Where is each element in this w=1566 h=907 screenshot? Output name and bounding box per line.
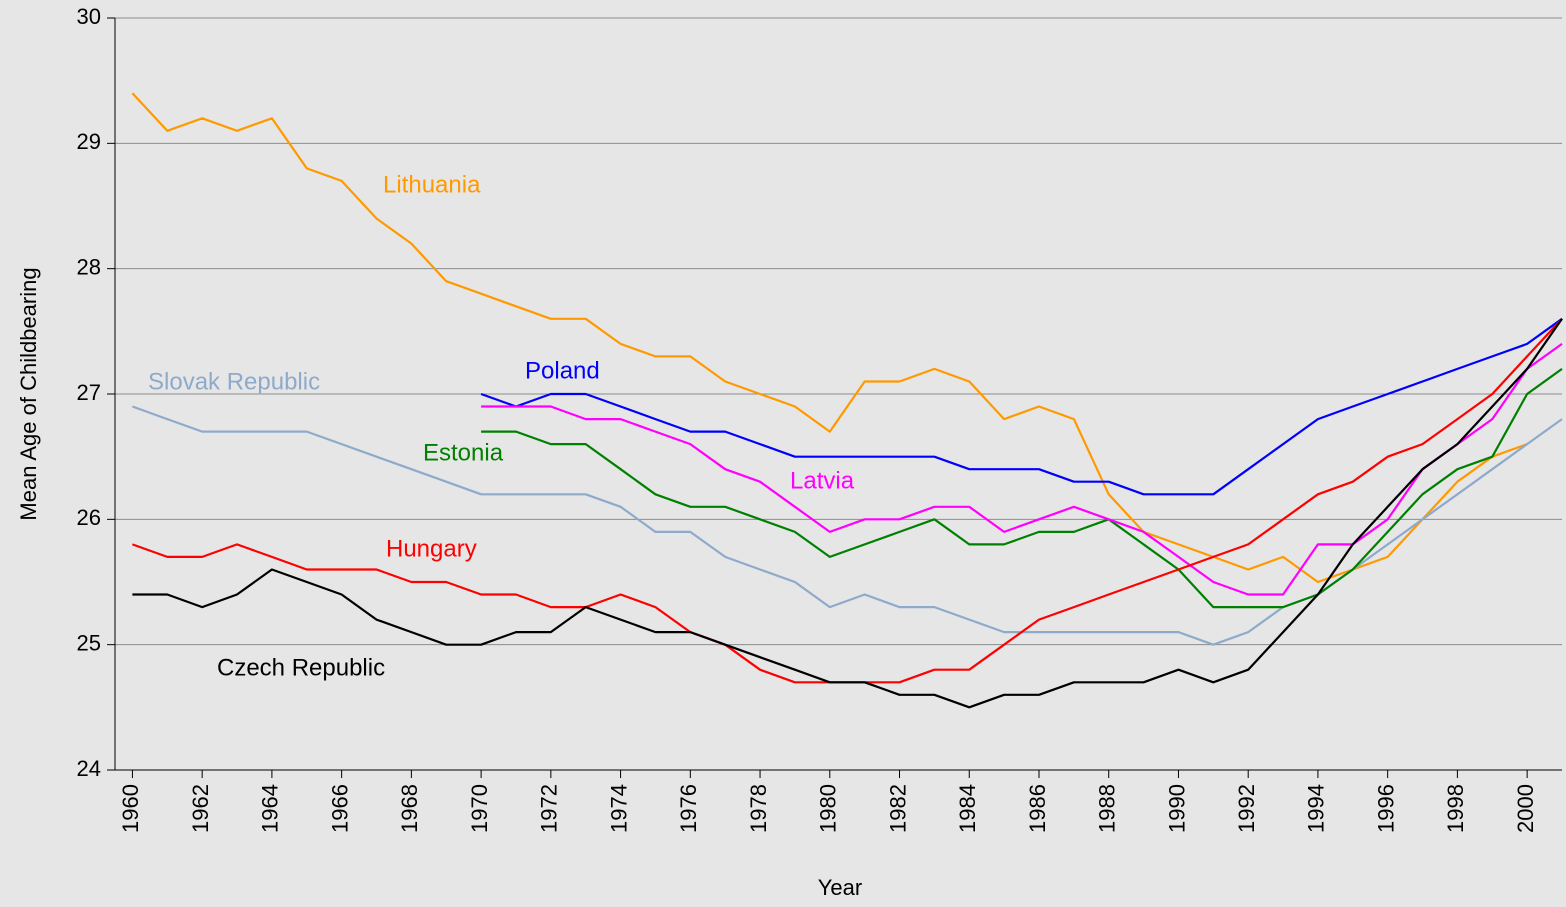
- x-tick-label: 1992: [1234, 784, 1259, 833]
- series-label: Lithuania: [383, 171, 481, 198]
- series-label: Poland: [525, 357, 600, 384]
- y-tick-label: 28: [77, 254, 101, 279]
- x-axis-label: Year: [818, 875, 862, 900]
- y-tick-label: 29: [77, 129, 101, 154]
- x-tick-label: 1966: [327, 784, 352, 833]
- y-tick-label: 26: [77, 505, 101, 530]
- x-tick-label: 1968: [397, 784, 422, 833]
- series-line: [131, 92, 1528, 584]
- series-label: Slovak Republic: [148, 368, 320, 395]
- x-tick-label: 1994: [1304, 784, 1329, 833]
- y-axis-label: Mean Age of Childbearing: [16, 267, 41, 520]
- series-line: [132, 318, 1563, 709]
- x-tick-label: 1998: [1443, 784, 1468, 833]
- x-tick-label: 1970: [467, 784, 492, 833]
- x-tick-label: 1964: [258, 784, 283, 833]
- series-label: Czech Republic: [217, 654, 385, 681]
- series-line: [481, 343, 1563, 596]
- x-tick-label: 1986: [1025, 784, 1050, 833]
- x-tick-label: 1976: [676, 784, 701, 833]
- x-tick-label: 1990: [1164, 784, 1189, 833]
- series-label: Estonia: [423, 439, 504, 466]
- x-tick-label: 1962: [188, 784, 213, 833]
- y-tick-label: 25: [77, 630, 101, 655]
- y-tick-label: 27: [77, 380, 101, 405]
- series-label: Latvia: [790, 467, 855, 494]
- x-tick-label: 1978: [746, 784, 771, 833]
- x-tick-label: 1972: [537, 784, 562, 833]
- series-line: [481, 368, 1563, 609]
- x-tick-label: 1980: [816, 784, 841, 833]
- x-tick-label: 1982: [885, 784, 910, 833]
- x-tick-label: 2000: [1513, 784, 1538, 833]
- series-line: [480, 317, 1563, 496]
- x-tick-label: 1988: [1095, 784, 1120, 833]
- x-tick-label: 1996: [1373, 784, 1398, 833]
- x-tick-label: 1960: [118, 784, 143, 833]
- series-label: Hungary: [386, 535, 477, 562]
- y-tick-label: 30: [77, 4, 101, 29]
- x-tick-label: 1984: [955, 784, 980, 833]
- y-tick-label: 24: [77, 756, 101, 781]
- x-tick-label: 1974: [606, 784, 631, 833]
